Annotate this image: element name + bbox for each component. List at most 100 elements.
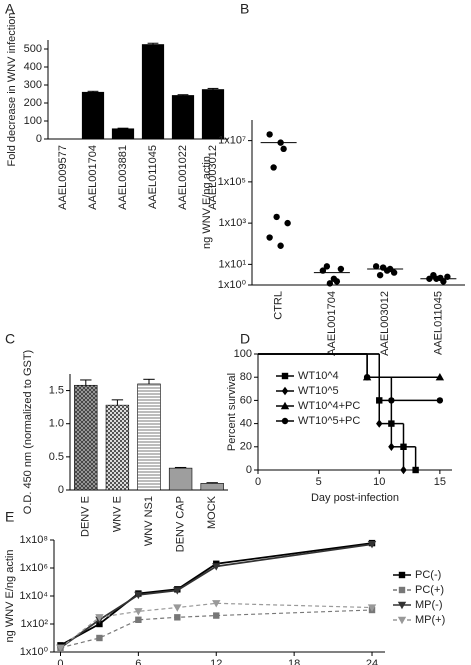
y-tick-label: 0 [58,484,64,496]
marker [367,541,377,549]
legend-marker [281,386,289,396]
y-tick-label: 1x10³ [218,217,246,229]
x-tick-label: AAEL003881 [117,145,129,210]
marker [376,419,383,428]
marker [436,397,444,404]
y-tick-label: 200 [24,97,42,109]
y-tick-label: 1.5 [49,384,64,396]
marker [212,563,221,571]
x-tick-label: AAEL001022 [177,145,189,210]
marker [273,213,280,221]
marker [213,612,220,619]
marker [388,397,395,404]
panel-letter: B [240,1,249,17]
x-tick-label: 24 [366,658,378,665]
marker [135,616,142,623]
marker [390,269,398,276]
x-tick-label: 6 [135,658,141,665]
marker [266,234,273,241]
bar [111,128,135,140]
y-tick-label: 1x10⁰ [218,279,247,291]
marker [412,466,419,474]
y-tick-label: 40 [240,418,252,430]
y-tick-label: 0 [246,464,252,476]
y-tick-label: 0.5 [49,451,64,463]
x-tick-label: AAEL001704 [87,145,99,210]
marker [56,644,65,652]
marker [367,604,377,612]
marker [379,264,387,271]
marker [326,280,334,287]
bar [81,91,105,140]
marker [134,591,143,600]
x-tick-label: AAEL003012 [379,291,391,356]
y-tick-label: 400 [24,61,42,73]
line [59,543,373,649]
marker [95,614,104,622]
marker [266,131,273,138]
y-tick-label: 0 [36,133,42,145]
y-axis-label: Fold decrease in WNV infection [6,12,18,166]
legend-marker [281,372,289,380]
legend-label: PC(+) [415,584,444,596]
bar [201,89,225,140]
legend-marker [280,401,290,410]
y-tick-label: 1x10¹ [218,258,246,270]
x-tick-label: 0 [255,476,261,488]
y-tick-label: 1x10² [20,618,48,630]
legend-label: WT10^4+PC [298,400,360,412]
panel-letter: C [5,331,15,347]
marker [284,219,291,227]
y-axis-label: O.D. 450 nm (normalized to GST) [22,350,34,514]
legend-label: MP(+) [415,614,445,626]
y-tick-label: 100 [24,115,42,127]
panel-letter: E [5,509,14,525]
bar [105,404,130,491]
y-axis-label: Percent survival [226,373,238,451]
x-tick-label: AAEL011045 [147,145,159,209]
marker [96,634,103,642]
marker [96,620,103,628]
marker [134,608,143,616]
y-tick-label: 1x10⁸ [20,534,49,546]
x-tick-label: WNV NS1 [143,496,155,546]
marker [388,442,395,451]
marker [376,271,384,279]
line [60,602,373,649]
x-tick-label: AAEL001704 [326,291,338,356]
legend-marker [397,601,407,610]
legend-marker [281,417,289,425]
marker [212,600,221,608]
x-tick-label: AAEL011045 [432,291,444,355]
marker [174,614,181,621]
x-tick-label: DENV CAP [175,496,187,552]
marker [333,278,341,285]
x-tick-label: CTRL [273,291,285,320]
panel-letter: D [240,331,250,347]
y-tick-label: 1x10⁵ [218,176,246,188]
y-tick-label: 500 [24,43,42,55]
x-tick-label: DENV E [80,496,92,537]
x-tick-label: 10 [373,476,385,488]
y-tick-label: 80 [240,371,252,383]
x-tick-label: WNV E [111,496,123,532]
legend-marker [398,571,406,579]
legend-label: PC(-) [415,569,441,581]
x-tick-label: 0 [57,658,63,665]
panel-letter: A [5,1,15,17]
x-tick-label: AAEL009577 [57,145,69,210]
x-tick-label: 5 [316,476,322,488]
marker [323,263,331,270]
y-tick-label: 1x10⁴ [19,590,48,602]
bar [200,483,224,491]
marker [435,373,445,381]
marker [173,587,182,595]
marker [372,263,380,270]
legend-marker [397,616,407,625]
y-axis-label: ng WNV E/ng actin [4,550,16,643]
marker [173,604,182,612]
marker [400,465,407,475]
x-tick-label: 15 [434,476,446,488]
legend-label: WT10^5+PC [298,415,360,427]
